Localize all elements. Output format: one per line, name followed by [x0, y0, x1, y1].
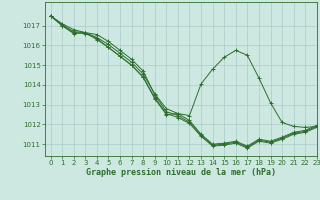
X-axis label: Graphe pression niveau de la mer (hPa): Graphe pression niveau de la mer (hPa): [86, 168, 276, 177]
